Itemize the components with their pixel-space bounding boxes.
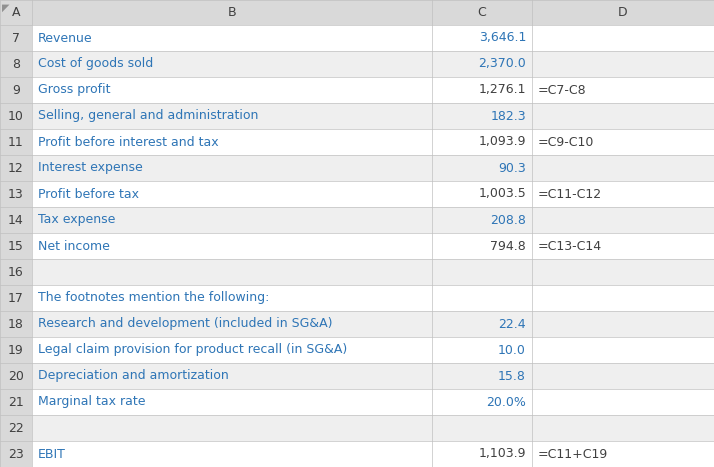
Text: Net income: Net income: [38, 240, 110, 253]
Text: 10: 10: [8, 109, 24, 122]
Bar: [0, 0, 714, 25]
Text: 17: 17: [8, 291, 24, 304]
Bar: [0, 25, 32, 51]
Text: 12: 12: [8, 162, 24, 175]
Bar: [0, 441, 714, 467]
Bar: [0, 25, 714, 51]
Bar: [0, 337, 32, 363]
Text: =C11+C19: =C11+C19: [538, 447, 608, 460]
Text: =C9-C10: =C9-C10: [538, 135, 594, 149]
Bar: [0, 233, 714, 259]
Text: 208.8: 208.8: [490, 213, 526, 226]
Text: Interest expense: Interest expense: [38, 162, 143, 175]
Bar: [0, 259, 714, 285]
Text: 13: 13: [8, 187, 24, 200]
Bar: [0, 389, 714, 415]
Text: 182.3: 182.3: [491, 109, 526, 122]
Text: Tax expense: Tax expense: [38, 213, 116, 226]
Text: 18: 18: [8, 318, 24, 331]
Text: Cost of goods sold: Cost of goods sold: [38, 57, 154, 71]
Bar: [0, 337, 714, 363]
Text: Profit before interest and tax: Profit before interest and tax: [38, 135, 218, 149]
Bar: [0, 363, 714, 389]
Text: ◤: ◤: [2, 3, 9, 13]
Bar: [0, 259, 32, 285]
Text: 10.0: 10.0: [498, 344, 526, 356]
Text: 9: 9: [12, 84, 20, 97]
Text: B: B: [228, 6, 236, 19]
Text: =C7-C8: =C7-C8: [538, 84, 587, 97]
Text: 15: 15: [8, 240, 24, 253]
Bar: [0, 77, 32, 103]
Text: C: C: [478, 6, 486, 19]
Bar: [0, 285, 32, 311]
Bar: [0, 285, 714, 311]
Text: 19: 19: [8, 344, 24, 356]
Text: A: A: [11, 6, 20, 19]
Bar: [0, 103, 714, 129]
Bar: [0, 207, 714, 233]
Text: 20: 20: [8, 369, 24, 382]
Text: 794.8: 794.8: [491, 240, 526, 253]
Text: 1,103.9: 1,103.9: [478, 447, 526, 460]
Bar: [0, 129, 714, 155]
Text: 1,093.9: 1,093.9: [478, 135, 526, 149]
Text: EBIT: EBIT: [38, 447, 66, 460]
Text: 15.8: 15.8: [498, 369, 526, 382]
Text: 20.0%: 20.0%: [486, 396, 526, 409]
Bar: [0, 181, 32, 207]
Bar: [0, 155, 714, 181]
Text: 16: 16: [8, 266, 24, 278]
Text: 90.3: 90.3: [498, 162, 526, 175]
Text: 2,370.0: 2,370.0: [478, 57, 526, 71]
Text: Depreciation and amortization: Depreciation and amortization: [38, 369, 228, 382]
Text: Research and development (included in SG&A): Research and development (included in SG…: [38, 318, 333, 331]
Text: D: D: [618, 6, 628, 19]
Text: =C13-C14: =C13-C14: [538, 240, 602, 253]
Text: Revenue: Revenue: [38, 31, 93, 44]
Bar: [0, 51, 714, 77]
Text: 7: 7: [12, 31, 20, 44]
Bar: [0, 129, 32, 155]
Text: Legal claim provision for product recall (in SG&A): Legal claim provision for product recall…: [38, 344, 347, 356]
Bar: [0, 415, 714, 441]
Bar: [0, 207, 32, 233]
Text: Profit before tax: Profit before tax: [38, 187, 139, 200]
Text: Marginal tax rate: Marginal tax rate: [38, 396, 146, 409]
Text: 22: 22: [8, 422, 24, 434]
Text: 22.4: 22.4: [498, 318, 526, 331]
Bar: [0, 77, 714, 103]
Text: 8: 8: [12, 57, 20, 71]
Bar: [0, 103, 32, 129]
Text: 14: 14: [8, 213, 24, 226]
Text: 21: 21: [8, 396, 24, 409]
Bar: [0, 311, 714, 337]
Text: Gross profit: Gross profit: [38, 84, 111, 97]
Text: Selling, general and administration: Selling, general and administration: [38, 109, 258, 122]
Text: 1,276.1: 1,276.1: [478, 84, 526, 97]
Bar: [0, 311, 32, 337]
Text: 23: 23: [8, 447, 24, 460]
Text: 11: 11: [8, 135, 24, 149]
Bar: [0, 155, 32, 181]
Bar: [0, 415, 32, 441]
Text: The footnotes mention the following:: The footnotes mention the following:: [38, 291, 269, 304]
Bar: [0, 51, 32, 77]
Bar: [0, 441, 32, 467]
Bar: [0, 389, 32, 415]
Bar: [0, 181, 714, 207]
Bar: [0, 363, 32, 389]
Text: 1,003.5: 1,003.5: [478, 187, 526, 200]
Text: =C11-C12: =C11-C12: [538, 187, 602, 200]
Bar: [0, 233, 32, 259]
Text: 3,646.1: 3,646.1: [478, 31, 526, 44]
